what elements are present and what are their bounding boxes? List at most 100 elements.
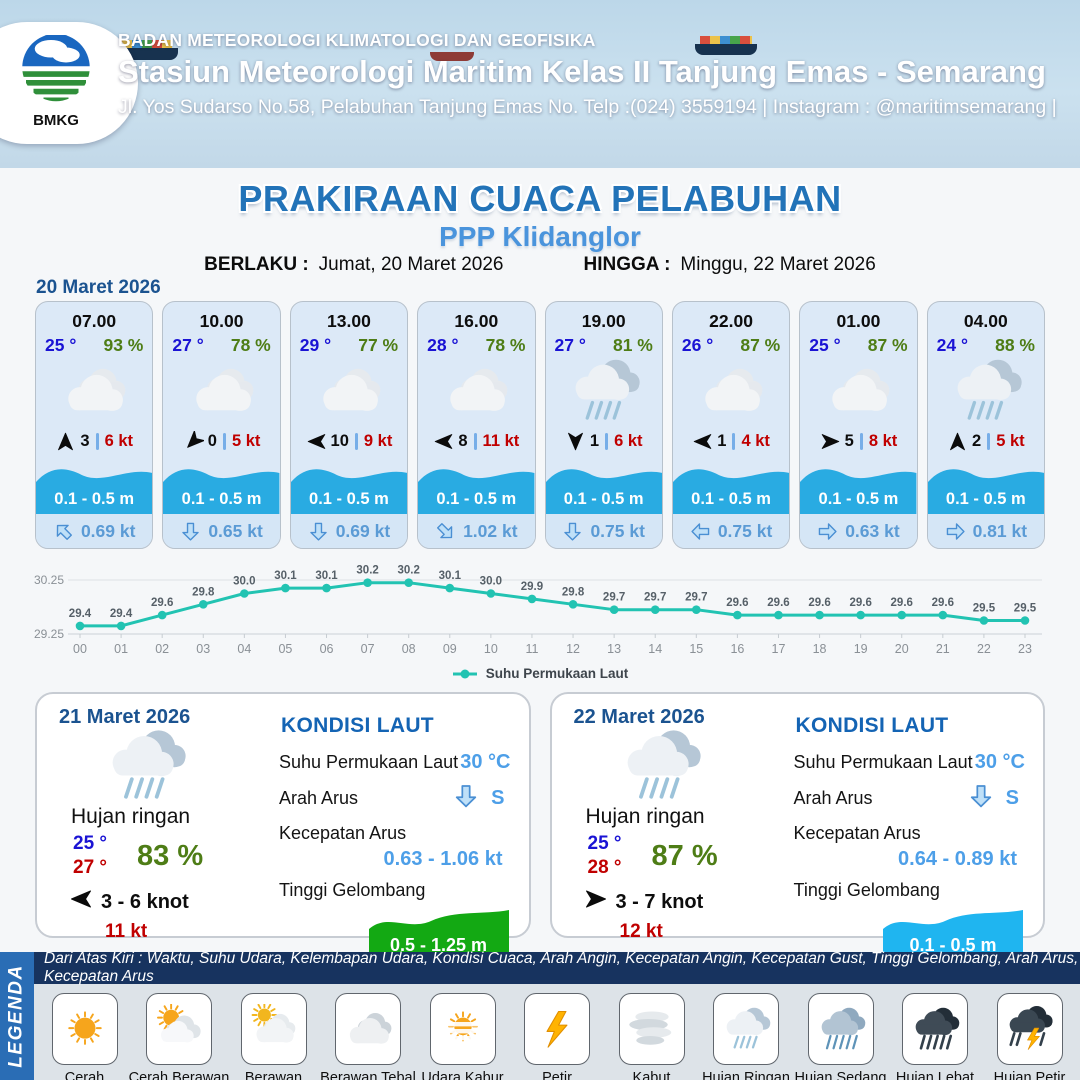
sst-chart: 30.25 29.25 29.4 00 29.4 01 29.6 02 29.8 03 30.0 04… <box>34 565 1042 656</box>
humidity: 81 % <box>612 335 653 355</box>
hingga-label: HINGGA : <box>583 254 671 275</box>
current-speed: 0.75 kt <box>717 520 773 541</box>
legend-item-label: Hujan Sedang <box>794 1070 887 1080</box>
station-address: Jl. Yos Sudarso No.58, Pelabuhan Tanjung… <box>118 96 1057 118</box>
svg-text:22: 22 <box>977 642 991 656</box>
gust-speed: 11 kt <box>105 921 148 942</box>
berawan-icon <box>450 368 508 411</box>
wind-direction-icon <box>584 887 608 917</box>
hujan-ringan-icon <box>112 730 186 799</box>
svg-text:03: 03 <box>196 642 210 656</box>
forecast-time: 13.00 <box>327 311 371 331</box>
current-speed-row: Kecepatan Arus <box>794 823 1026 844</box>
temp-max: 27 ° <box>73 857 108 878</box>
current-row: 0.69 kt <box>36 514 153 548</box>
wind-speed: 10 <box>330 431 349 450</box>
current-speed-label: Kecepatan Arus <box>279 823 407 843</box>
legend-note: Dari Atas Kiri : Waktu, Suhu Udara, Kele… <box>34 950 1080 985</box>
svg-text:29.6: 29.6 <box>151 597 173 609</box>
svg-text:30.1: 30.1 <box>315 570 338 582</box>
svg-text:30.1: 30.1 <box>439 570 462 582</box>
berawan-icon <box>800 356 916 426</box>
berlaku-label: BERLAKU : <box>204 254 309 275</box>
kabut-icon <box>618 993 685 1065</box>
forecast-card: 10.00 27 ° 78 % 0 5 kt 0.1 - 0.5 m 0.65 k… <box>162 301 281 549</box>
current-direction-icon <box>818 522 837 540</box>
svg-text:02: 02 <box>155 642 169 656</box>
wave-shape <box>36 469 153 514</box>
hujan-ringan-icon <box>726 1007 771 1049</box>
hujan-lebat-icon <box>915 1007 960 1050</box>
current-dir-row: Arah Arus S <box>279 783 511 814</box>
wave-height-band: 0.1 - 0.5 m <box>927 458 1044 514</box>
current-direction-icon <box>455 785 477 808</box>
forecast-card: 04.00 24 ° 88 % 2 5 kt 0.1 - 0.5 m 0.81 k… <box>926 301 1045 549</box>
hujan-petir-icon <box>1008 1005 1053 1050</box>
legend-item-label: Cerah Berawan <box>128 1070 230 1080</box>
current-speed: 0.69 kt <box>80 520 136 541</box>
berawan-icon <box>418 356 534 426</box>
weather-condition: Hujan ringan <box>585 805 705 828</box>
forecast-time: 10.00 <box>199 311 244 331</box>
wind-direction-icon <box>567 432 583 450</box>
current-direction-icon <box>437 522 453 538</box>
hujan-ringan-icon <box>957 359 1022 420</box>
separator <box>95 432 99 450</box>
separator <box>222 432 226 450</box>
temp-humidity-row: 26 ° 87 % <box>673 332 789 356</box>
svg-text:09: 09 <box>443 642 457 656</box>
legend-item-label: Hujan Petir <box>993 1070 1066 1080</box>
udara-kabur-icon <box>439 1011 484 1042</box>
wave-height-value: 0.5 - 1.25 m <box>389 935 488 955</box>
current-row: 0.81 kt <box>927 514 1044 548</box>
hujan-ringan-icon <box>627 730 701 799</box>
temperature: 26 ° <box>681 335 714 355</box>
forecast-cards-row: 07.00 25 ° 93 % 3 6 kt 0.1 - 0.5 m 0.69 k… <box>35 301 1045 549</box>
wave-shape <box>545 469 662 514</box>
berawan-icon <box>673 356 789 426</box>
day-temps: 25 ° 27 ° 83 % <box>73 832 271 880</box>
chart-legend: Suhu Permukaan Laut <box>0 666 1080 681</box>
wave-shape <box>163 469 280 514</box>
wave-row: Tinggi Gelombang <box>794 880 1026 901</box>
current-speed-label: Kecepatan Arus <box>793 823 921 843</box>
day-card: 22 Maret 2026 Hujan ringan 25 ° 28 ° 87 … <box>549 692 1045 961</box>
current-speed-value: 0.64 - 0.89 kt <box>898 848 1017 870</box>
separator <box>473 432 477 450</box>
forecast-card: 01.00 25 ° 87 % 5 8 kt 0.1 - 0.5 m 0.63 k… <box>799 301 918 549</box>
sea-conditions-heading: KONDISI LAUT <box>281 714 434 737</box>
udara-kabur-icon <box>429 993 496 1065</box>
wind-speed: 3 <box>80 431 90 450</box>
current-row: 0.65 kt <box>163 514 280 548</box>
gust-speed: 6 kt <box>614 431 643 450</box>
hujan-ringan-icon <box>546 356 662 426</box>
svg-text:15: 15 <box>689 642 703 656</box>
forecast-card: 19.00 27 ° 81 % 1 6 kt 0.1 - 0.5 m 0.75 k… <box>544 301 663 549</box>
separator <box>859 432 863 450</box>
berawan-icon <box>832 368 890 411</box>
svg-text:21: 21 <box>936 642 950 656</box>
wave-height-value: 0.1 - 0.5 m <box>818 490 899 508</box>
header-text: BADAN METEOROLOGI KLIMATOLOGI DAN GEOFIS… <box>118 30 1068 119</box>
gust-speed: 6 kt <box>104 431 133 450</box>
wind-row: 8 11 kt <box>418 426 534 456</box>
humidity: 87 % <box>651 839 718 872</box>
wave-height-band: 0.1 - 0.5 m <box>418 458 535 514</box>
legend-item-label: Berawan <box>244 1070 303 1080</box>
svg-text:10: 10 <box>484 642 498 656</box>
gust-speed: 9 kt <box>363 431 393 450</box>
wave-height-value: 0.1 - 0.5 m <box>909 935 997 955</box>
wind-direction-icon <box>694 433 712 449</box>
forecast-time: 22.00 <box>709 311 753 331</box>
wind-direction-icon <box>950 432 965 450</box>
wave-height-value: 0.1 - 0.5 m <box>436 490 517 508</box>
wave-shape <box>927 469 1044 514</box>
separator <box>354 432 358 450</box>
current-speed: 0.65 kt <box>208 520 263 541</box>
wind-row: 10 9 kt <box>291 426 407 456</box>
svg-text:18: 18 <box>813 642 827 656</box>
current-row: 0.75 kt <box>672 514 790 548</box>
wind-direction-icon <box>821 433 839 449</box>
forecast-date-label: 20 Maret 2026 <box>36 277 161 298</box>
current-direction-icon <box>453 783 479 814</box>
